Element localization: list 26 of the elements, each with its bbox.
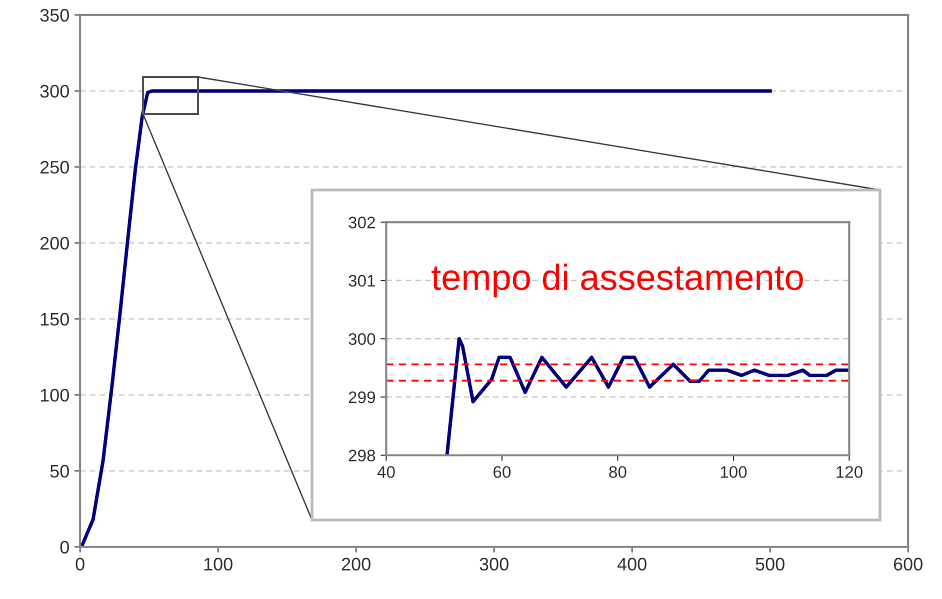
y-tick-label: 299: [348, 391, 376, 404]
y-tick-label: 0: [60, 540, 69, 554]
x-tick-label: 120: [836, 466, 862, 478]
annotation: tempo di assestamento: [432, 264, 803, 298]
y-tick-label: 298: [348, 450, 376, 462]
x-tick-label: 500: [756, 558, 784, 571]
x-tick-label: 400: [617, 558, 646, 571]
x-tick-label: 600: [894, 558, 922, 571]
x-tick-label: 40: [377, 466, 395, 478]
x-tick-label: 100: [204, 558, 232, 571]
y-tick-label: 50: [50, 464, 69, 478]
y-tick-label: 150: [40, 312, 69, 326]
x-tick-label: 60: [494, 466, 511, 478]
x-tick-label: 100: [720, 466, 747, 478]
x-tick-label: 0: [76, 558, 84, 571]
y-tick-label: 302: [348, 216, 375, 228]
y-tick-label: 200: [40, 236, 69, 250]
y-tick-label: 100: [40, 388, 69, 402]
y-tick-label: 300: [348, 333, 376, 345]
x-tick-label: 300: [480, 558, 508, 571]
y-tick-label: 350: [40, 8, 69, 22]
x-tick-label: 80: [609, 466, 626, 478]
y-tick-label: 250: [40, 160, 69, 174]
y-tick-label: 301: [348, 274, 375, 287]
line-series: [445, 337, 850, 456]
y-tick-label: 300: [40, 84, 69, 98]
